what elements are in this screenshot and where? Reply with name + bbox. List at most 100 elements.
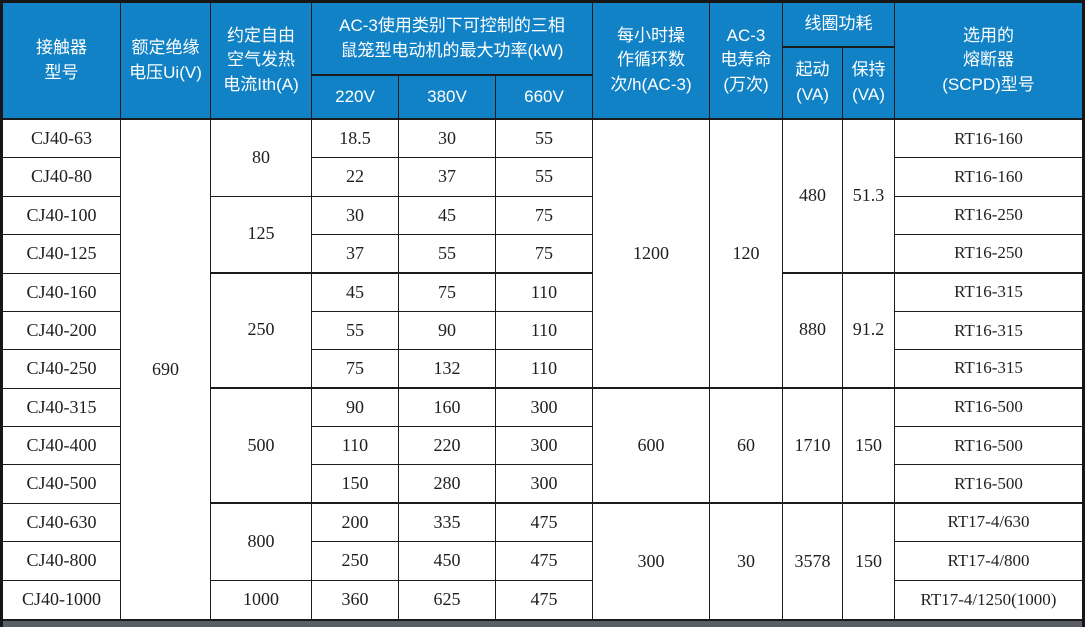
header-coil-start: 起动 (VA) xyxy=(783,48,843,120)
header-coil-hold: 保持 (VA) xyxy=(843,48,895,120)
p220-cell: 75 xyxy=(312,350,399,389)
ith-cell: 500 xyxy=(211,388,312,504)
coil-hold-cell: 91.2 xyxy=(843,273,895,389)
fuse-cell: RT16-315 xyxy=(895,311,1082,351)
p220-cell: 18.5 xyxy=(312,120,399,159)
header-220v: 220V xyxy=(312,76,399,120)
ith-cell: 800 xyxy=(211,503,312,581)
model-cell: CJ40-315 xyxy=(3,388,121,428)
header-fuse: 选用的 熔断器 (SCPD)型号 xyxy=(895,3,1082,120)
p660-cell: 110 xyxy=(496,273,593,312)
ops-cell: 600 xyxy=(593,388,710,504)
p220-cell: 110 xyxy=(312,427,399,466)
ops-cell: 300 xyxy=(593,503,710,619)
ith-cell: 1000 xyxy=(211,580,312,619)
bottom-border-strip xyxy=(3,619,1082,627)
p380-cell: 45 xyxy=(399,196,496,236)
header-660v: 660V xyxy=(496,76,593,120)
fuse-cell: RT16-315 xyxy=(895,273,1082,312)
model-cell: CJ40-400 xyxy=(3,427,121,466)
model-cell: CJ40-80 xyxy=(3,158,121,197)
fuse-cell: RT16-250 xyxy=(895,196,1082,236)
p660-cell: 110 xyxy=(496,311,593,351)
fuse-cell: RT16-500 xyxy=(895,427,1082,466)
p220-cell: 360 xyxy=(312,580,399,619)
p660-cell: 75 xyxy=(496,235,593,274)
coil-start-cell: 880 xyxy=(783,273,843,389)
model-cell: CJ40-630 xyxy=(3,503,121,543)
model-cell: CJ40-800 xyxy=(3,542,121,581)
p660-cell: 475 xyxy=(496,580,593,619)
p220-cell: 22 xyxy=(312,158,399,197)
p660-cell: 300 xyxy=(496,465,593,504)
header-thermal-current: 约定自由 空气发热 电流Ith(A) xyxy=(211,3,312,120)
p660-cell: 475 xyxy=(496,503,593,543)
model-cell: CJ40-500 xyxy=(3,465,121,504)
p660-cell: 475 xyxy=(496,542,593,581)
p380-cell: 55 xyxy=(399,235,496,274)
life-cell: 60 xyxy=(710,388,783,504)
ui-cell: 690 xyxy=(121,120,211,619)
p660-cell: 55 xyxy=(496,120,593,159)
p660-cell: 300 xyxy=(496,388,593,428)
p380-cell: 625 xyxy=(399,580,496,619)
ith-cell: 80 xyxy=(211,120,312,197)
p380-cell: 220 xyxy=(399,427,496,466)
fuse-cell: RT16-250 xyxy=(895,235,1082,274)
coil-hold-cell: 51.3 xyxy=(843,120,895,274)
coil-start-cell: 3578 xyxy=(783,503,843,619)
p380-cell: 90 xyxy=(399,311,496,351)
p380-cell: 160 xyxy=(399,388,496,428)
header-ops-per-hour: 每小时操 作循环数 次/h(AC-3) xyxy=(593,3,710,120)
model-cell: CJ40-125 xyxy=(3,235,121,274)
life-cell: 30 xyxy=(710,503,783,619)
p220-cell: 250 xyxy=(312,542,399,581)
p380-cell: 280 xyxy=(399,465,496,504)
life-cell: 120 xyxy=(710,120,783,389)
model-cell: CJ40-100 xyxy=(3,196,121,236)
p220-cell: 30 xyxy=(312,196,399,236)
p380-cell: 132 xyxy=(399,350,496,389)
fuse-cell: RT16-160 xyxy=(895,120,1082,159)
p380-cell: 37 xyxy=(399,158,496,197)
ith-cell: 250 xyxy=(211,273,312,389)
header-model: 接触器 型号 xyxy=(3,3,121,120)
fuse-cell: RT17-4/800 xyxy=(895,542,1082,581)
p380-cell: 30 xyxy=(399,120,496,159)
fuse-cell: RT16-315 xyxy=(895,350,1082,389)
header-coil-power-group: 线圈功耗 xyxy=(783,3,895,48)
header-insulation-voltage: 额定绝缘 电压Ui(V) xyxy=(121,3,211,120)
model-cell: CJ40-63 xyxy=(3,120,121,159)
p380-cell: 335 xyxy=(399,503,496,543)
model-cell: CJ40-1000 xyxy=(3,580,121,619)
p660-cell: 75 xyxy=(496,196,593,236)
p380-cell: 75 xyxy=(399,273,496,312)
p220-cell: 200 xyxy=(312,503,399,543)
header-380v: 380V xyxy=(399,76,496,120)
p380-cell: 450 xyxy=(399,542,496,581)
header-electrical-life: AC-3 电寿命 (万次) xyxy=(710,3,783,120)
ops-cell: 1200 xyxy=(593,120,710,389)
coil-start-cell: 1710 xyxy=(783,388,843,504)
fuse-cell: RT17-4/630 xyxy=(895,503,1082,543)
coil-hold-cell: 150 xyxy=(843,503,895,619)
coil-start-cell: 480 xyxy=(783,120,843,274)
fuse-cell: RT17-4/1250(1000) xyxy=(895,580,1082,619)
p660-cell: 110 xyxy=(496,350,593,389)
p220-cell: 37 xyxy=(312,235,399,274)
fuse-cell: RT16-500 xyxy=(895,388,1082,428)
model-cell: CJ40-160 xyxy=(3,273,121,312)
p220-cell: 55 xyxy=(312,311,399,351)
table-grid: 接触器 型号 额定绝缘 电压Ui(V) 约定自由 空气发热 电流Ith(A) A… xyxy=(3,3,1082,619)
fuse-cell: RT16-160 xyxy=(895,158,1082,197)
p660-cell: 55 xyxy=(496,158,593,197)
model-cell: CJ40-250 xyxy=(3,350,121,389)
p220-cell: 45 xyxy=(312,273,399,312)
fuse-cell: RT16-500 xyxy=(895,465,1082,504)
p220-cell: 90 xyxy=(312,388,399,428)
header-max-power-group: AC-3使用类别下可控制的三相 鼠笼型电动机的最大功率(kW) xyxy=(312,3,593,76)
p220-cell: 150 xyxy=(312,465,399,504)
ith-cell: 125 xyxy=(211,196,312,274)
model-cell: CJ40-200 xyxy=(3,311,121,351)
